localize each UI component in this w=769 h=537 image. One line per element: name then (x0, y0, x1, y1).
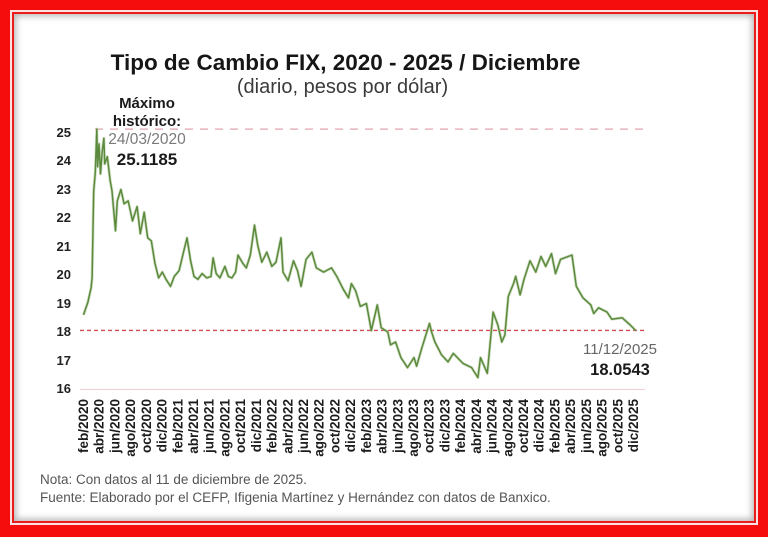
x-tick-label: ago/2023 (406, 399, 421, 457)
x-tick-label: ago/2024 (500, 399, 515, 457)
x-tick-label: feb/2022 (265, 399, 280, 453)
x-tick-label: ago/2021 (217, 399, 232, 457)
x-tick-label: jun/2023 (390, 399, 405, 455)
x-tick-label: dic/2023 (437, 399, 452, 453)
exchange-rate-line (82, 128, 637, 379)
y-tick-label: 20 (56, 267, 71, 282)
y-tick-label: 21 (56, 238, 71, 254)
max-annotation-value: 25.1185 (116, 150, 178, 169)
x-tick-label: oct/2024 (516, 399, 531, 454)
x-tick-label: feb/2023 (359, 399, 374, 454)
x-tick-label: feb/2021 (170, 399, 185, 454)
chart-panel (14, 14, 754, 521)
x-tick-label: feb/2020 (76, 399, 91, 453)
x-tick-label: dic/2022 (343, 399, 358, 452)
x-tick-label: dic/2024 (532, 399, 547, 453)
footer-note: Nota: Con datos al 11 de diciembre de 20… (40, 472, 307, 487)
x-tick-label: abr/2024 (469, 399, 484, 454)
y-tick-label: 25 (56, 124, 71, 140)
x-tick-label: dic/2020 (155, 399, 170, 452)
x-tick-label: abr/2025 (563, 399, 578, 454)
x-tick-label: abr/2023 (375, 399, 390, 454)
x-axis-labels: feb/2020 abr/2020 jun/2020 ago/2020 oct/2020… (76, 399, 641, 457)
x-tick-label: oct/2025 (610, 399, 625, 454)
y-tick-label: 16 (56, 381, 71, 396)
x-tick-label: oct/2023 (422, 399, 437, 454)
y-tick-label: 19 (56, 295, 71, 311)
x-tick-label: abr/2022 (280, 399, 295, 454)
max-annotation-date: 24/03/2020 (108, 131, 186, 148)
x-tick-label: feb/2024 (453, 399, 468, 454)
x-tick-label: jun/2021 (202, 399, 217, 455)
x-tick-label: jun/2024 (485, 399, 500, 455)
last-annotation-value: 18.0543 (590, 361, 650, 379)
max-annotation-title-line2: histórico: (112, 113, 182, 130)
x-tick-label: ago/2022 (312, 399, 327, 457)
x-tick-label: jun/2022 (296, 399, 311, 454)
x-tick-label: ago/2020 (123, 399, 138, 457)
x-tick-label: abr/2020 (92, 399, 107, 454)
x-tick-label: abr/2021 (186, 399, 201, 454)
x-tick-label: oct/2022 (327, 399, 342, 453)
y-tick-label: 22 (56, 210, 71, 225)
y-tick-label: 18 (56, 324, 71, 339)
last-annotation-date: 11/12/2025 (583, 341, 657, 358)
x-tick-label: jun/2025 (579, 399, 594, 455)
x-tick-label: oct/2021 (233, 399, 248, 454)
x-tick-label: dic/2021 (249, 399, 264, 453)
x-tick-label: feb/2025 (547, 399, 562, 454)
y-tick-label: 23 (56, 181, 71, 197)
x-tick-label: ago/2025 (595, 399, 610, 457)
footer-source: Fuente: Elaborado por el CEFP, Ifigenia … (40, 490, 551, 505)
x-tick-label: oct/2020 (139, 399, 154, 453)
y-tick-label: 24 (56, 153, 71, 168)
x-tick-label: jun/2020 (107, 399, 122, 454)
x-tick-label: dic/2025 (626, 399, 641, 453)
chart-title: Tipo de Cambio FIX, 2020 - 2025 / Diciem… (110, 50, 581, 75)
max-annotation-title-line1: Máximo (119, 95, 175, 112)
chart-subtitle: (diario, pesos por dólar) (236, 76, 449, 98)
y-tick-label: 17 (56, 352, 71, 368)
